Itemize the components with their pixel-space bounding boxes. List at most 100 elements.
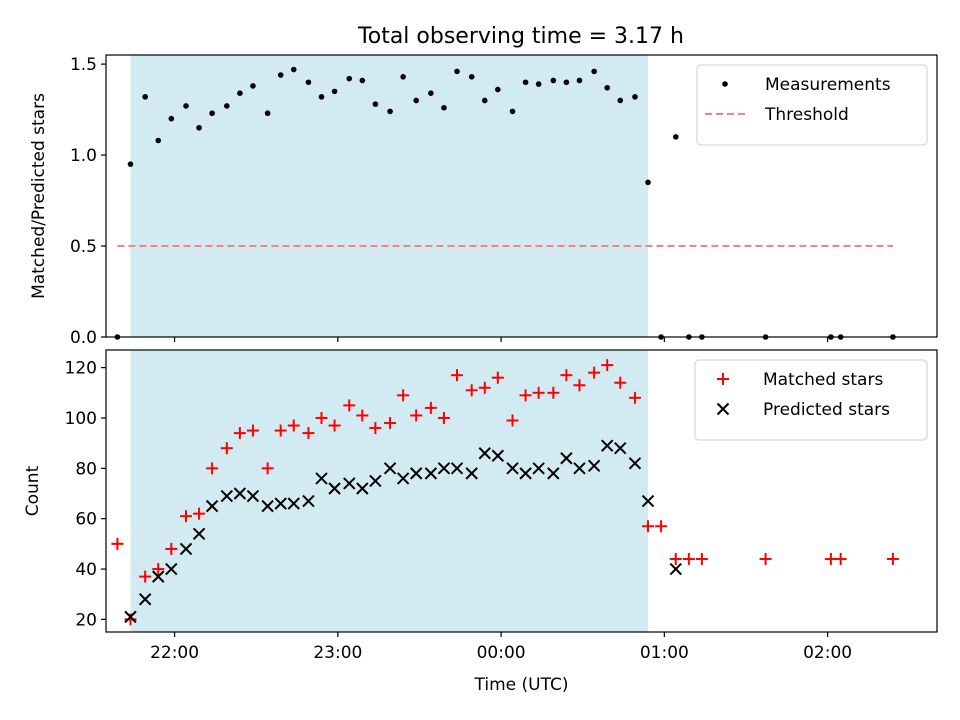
- matched-stars-point: [614, 376, 627, 389]
- predicted-stars-point: [601, 439, 614, 452]
- predicted-stars-point-b: [614, 441, 627, 455]
- matched-stars-point: [506, 414, 519, 427]
- predicted-stars-point-b: [601, 439, 614, 452]
- predicted-stars-point: [261, 499, 274, 513]
- measurement-point: [209, 110, 215, 117]
- measurement-point: [346, 75, 353, 82]
- predicted-stars-point: [369, 474, 382, 488]
- matched-stars-point: [206, 462, 219, 475]
- figure-title: Total observing time = 3.17 h: [357, 24, 684, 49]
- legend-marker-x-b: [716, 402, 730, 416]
- predicted-stars-point: [409, 467, 423, 480]
- matched-stars-point: [695, 552, 708, 565]
- x-tick-label: 02:00: [803, 643, 852, 663]
- y-tick-label: 60: [75, 510, 97, 530]
- matched-stars-point: [491, 371, 504, 384]
- observing-interval-shade: [130, 55, 649, 337]
- predicted-stars-point-b: [179, 542, 193, 556]
- predicted-stars-point: [491, 449, 505, 462]
- matched-stars-point: [397, 389, 410, 402]
- predicted-stars-point: [547, 467, 560, 480]
- predicted-stars-point-b: [315, 472, 328, 485]
- measurement-point: [509, 108, 516, 115]
- y-tick-label: 0.0: [70, 328, 97, 348]
- predicted-stars-point: [246, 489, 260, 503]
- matched-stars-point: [261, 462, 274, 475]
- predicted-stars-point: [124, 610, 137, 624]
- matched-stars-point: [274, 424, 287, 437]
- matched-stars-point: [152, 563, 165, 576]
- observing-interval-shade: [130, 350, 649, 632]
- matched-stars-point: [682, 552, 695, 565]
- predicted-stars-point: [424, 467, 438, 480]
- predicted-stars-point: [315, 472, 328, 485]
- predicted-stars-point-b: [450, 462, 464, 475]
- legend-marker-dot: [722, 81, 728, 87]
- predicted-stars-point-b: [437, 462, 451, 475]
- measurement-point: [264, 110, 271, 117]
- y-axis-label: Count: [23, 465, 43, 516]
- predicted-stars-point-b: [369, 474, 382, 488]
- matched-stars-point: [588, 366, 601, 379]
- x-tick-label: 22:00: [150, 643, 199, 663]
- measurement-point: [522, 79, 529, 86]
- plot-area: [114, 66, 896, 340]
- y-tick-label: 0.5: [70, 237, 97, 257]
- measurement-point: [604, 84, 611, 91]
- x-tick-label: 01:00: [640, 643, 689, 663]
- measurement-point: [224, 103, 230, 109]
- predicted-stars-point-b: [124, 610, 137, 624]
- predicted-stars-point: [478, 447, 491, 460]
- predicted-stars-point-b: [506, 462, 519, 475]
- matched-stars-point: [601, 359, 614, 372]
- predicted-stars-point-b: [274, 497, 287, 510]
- matched-stars-point: [179, 510, 192, 523]
- matched-stars-point: [193, 507, 206, 520]
- predicted-stars-point-b: [641, 494, 655, 508]
- measurement-point: [331, 88, 338, 95]
- measurement-point: [617, 97, 624, 104]
- matched-stars-point: [233, 427, 246, 440]
- predicted-stars-point-b: [547, 467, 560, 480]
- predicted-stars-point-b: [587, 459, 601, 473]
- y-tick-label: 120: [65, 359, 97, 379]
- matched-stars-point: [560, 369, 573, 382]
- predicted-stars-point-b: [560, 452, 573, 465]
- predicted-stars-point: [302, 494, 315, 508]
- predicted-stars-point-b: [491, 449, 505, 462]
- measurement-point: [305, 79, 312, 86]
- measurement-point: [413, 97, 419, 104]
- matched-stars-point: [124, 613, 137, 626]
- matched-stars-point: [465, 384, 478, 397]
- predicted-stars-point-b: [573, 462, 586, 475]
- predicted-stars-point: [560, 452, 573, 465]
- axes-frame: [105, 349, 938, 633]
- predicted-stars-point: [396, 472, 410, 485]
- legend: Matched stars Predicted stars: [694, 359, 928, 441]
- matched-stars-point: [759, 552, 772, 565]
- predicted-stars-point-b: [152, 570, 165, 583]
- matched-stars-point: [834, 552, 847, 565]
- measurement-point: [250, 83, 256, 89]
- predicted-stars-point-b: [287, 497, 300, 510]
- predicted-stars-point-b: [396, 472, 410, 485]
- matched-stars-point: [628, 391, 641, 404]
- predicted-stars-point: [641, 494, 655, 508]
- y-tick-label: 40: [75, 560, 97, 580]
- predicted-stars-point-b: [328, 482, 341, 495]
- predicted-stars-point: [343, 477, 356, 490]
- predicted-stars-point-b: [192, 527, 206, 541]
- measurement-point: [468, 74, 475, 80]
- predicted-stars-point-b: [138, 593, 152, 606]
- y-tick-label: 80: [75, 459, 97, 479]
- matched-stars-point: [369, 422, 382, 435]
- measurement-point: [318, 94, 325, 100]
- measurement-point: [632, 94, 638, 100]
- measurement-point: [495, 86, 501, 93]
- predicted-stars-point-b: [409, 467, 423, 480]
- y-tick-label: 20: [75, 610, 97, 630]
- matched-stars-point: [410, 409, 423, 422]
- predicted-stars-point: [669, 562, 682, 576]
- matched-stars-point: [451, 369, 464, 382]
- predicted-stars-point: [233, 487, 247, 500]
